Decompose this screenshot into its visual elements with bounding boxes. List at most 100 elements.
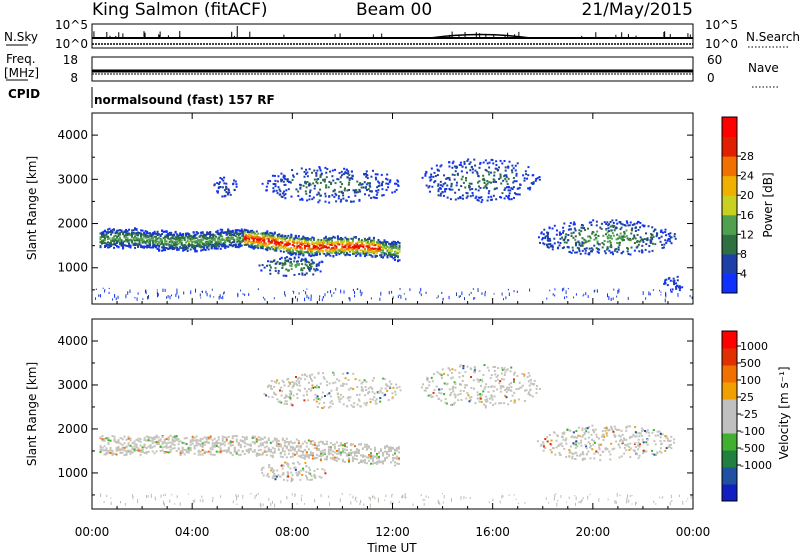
velocity-pixel bbox=[525, 389, 528, 392]
velocity-pixel bbox=[151, 450, 154, 453]
velocity-pixel bbox=[113, 452, 116, 455]
velocity-pixel bbox=[587, 450, 590, 453]
power-pixel bbox=[515, 180, 518, 183]
velocity-pixel bbox=[457, 399, 460, 402]
velocity-pixel bbox=[221, 435, 224, 438]
power-pixel bbox=[605, 223, 608, 226]
power-pixel bbox=[155, 241, 158, 244]
power-pixel bbox=[389, 253, 392, 256]
velocity-pixel bbox=[443, 382, 446, 385]
velocity-pixel bbox=[383, 378, 386, 381]
power-pixel bbox=[297, 194, 300, 197]
velocity-pixel bbox=[195, 435, 198, 438]
power-pixel bbox=[252, 232, 255, 235]
power-pixel bbox=[474, 164, 477, 167]
power-pixel bbox=[398, 244, 401, 247]
velocity-pixel bbox=[280, 386, 283, 389]
power-pixel bbox=[306, 180, 309, 183]
power-pixel bbox=[285, 241, 288, 244]
velocity-pixel bbox=[497, 374, 500, 377]
power-pixel bbox=[162, 246, 165, 249]
power-pixel bbox=[165, 240, 168, 243]
power-pixel bbox=[252, 231, 255, 234]
power-pixel bbox=[459, 164, 462, 167]
power-pixel bbox=[284, 259, 287, 262]
velocity-pixel bbox=[509, 370, 512, 373]
power-pixel bbox=[476, 198, 479, 201]
power-pixel bbox=[333, 248, 336, 251]
power-pixel bbox=[200, 234, 203, 237]
power-pixel bbox=[260, 243, 263, 246]
velocity-pixel bbox=[221, 439, 224, 442]
velocity-pixel bbox=[449, 393, 452, 396]
power-pixel bbox=[669, 279, 672, 282]
power-pixel bbox=[361, 183, 364, 186]
power-noise bbox=[472, 288, 474, 290]
power-noise bbox=[137, 292, 139, 295]
power-pixel bbox=[297, 253, 300, 256]
power-pixel bbox=[224, 194, 227, 197]
power-noise bbox=[399, 287, 401, 290]
power-pixel bbox=[486, 180, 489, 183]
power-pixel bbox=[309, 250, 312, 253]
power-pixel bbox=[551, 248, 554, 251]
velocity-pixel bbox=[287, 441, 290, 444]
power-pixel bbox=[362, 240, 365, 243]
power-pixel bbox=[362, 252, 365, 255]
power-pixel bbox=[281, 266, 284, 269]
velocity-pixel bbox=[538, 387, 541, 390]
power-pixel bbox=[549, 239, 552, 242]
power-pixel bbox=[628, 224, 631, 227]
power-pixel bbox=[281, 264, 284, 267]
power-pixel bbox=[243, 232, 246, 235]
power-pixel bbox=[578, 243, 581, 246]
power-noise bbox=[596, 289, 598, 293]
power-pixel bbox=[375, 189, 378, 192]
power-pixel bbox=[605, 228, 608, 231]
velocity-pixel bbox=[379, 390, 382, 393]
velocity-pixel bbox=[381, 460, 384, 463]
power-pixel bbox=[228, 241, 231, 244]
power-pixel bbox=[209, 230, 212, 233]
velocity-pixel bbox=[281, 456, 284, 459]
power-pixel bbox=[159, 234, 162, 237]
power-pixel bbox=[113, 243, 116, 246]
power-pixel bbox=[530, 182, 533, 185]
velocity-pixel bbox=[298, 376, 301, 379]
power-pixel bbox=[122, 242, 125, 245]
velocity-pixel bbox=[484, 399, 487, 402]
velocity-pixel bbox=[235, 452, 238, 455]
power-pixel bbox=[394, 253, 397, 256]
velocity-pixel bbox=[183, 442, 186, 445]
power-pixel bbox=[255, 230, 258, 233]
power-noise bbox=[170, 294, 172, 297]
power-pixel bbox=[606, 231, 609, 234]
power-pixel bbox=[101, 231, 104, 234]
power-pixel bbox=[620, 222, 623, 225]
power-noise bbox=[458, 295, 460, 298]
power-pixel bbox=[603, 239, 606, 242]
velocity-pixel bbox=[465, 384, 468, 387]
power-pixel bbox=[356, 253, 359, 256]
power-pixel bbox=[360, 244, 363, 247]
power-pixel bbox=[123, 231, 126, 234]
power-pixel bbox=[188, 233, 191, 236]
power-pixel bbox=[469, 161, 472, 164]
velocity-pixel bbox=[183, 453, 186, 456]
power-pixel bbox=[215, 230, 218, 233]
velocity-pixel bbox=[361, 447, 364, 450]
power-pixel bbox=[394, 246, 397, 249]
power-pixel bbox=[427, 186, 430, 189]
velocity-pixel bbox=[481, 393, 484, 396]
power-pixel bbox=[484, 185, 487, 188]
power-pixel bbox=[275, 240, 278, 243]
power-pixel bbox=[664, 239, 667, 242]
power-pixel bbox=[314, 248, 317, 251]
power-pixel bbox=[346, 189, 349, 192]
velocity-pixel bbox=[201, 437, 204, 440]
power-pixel bbox=[341, 243, 344, 246]
velocity-pixel bbox=[227, 446, 230, 449]
velocity-pixel bbox=[173, 444, 176, 447]
power-pixel bbox=[353, 236, 356, 239]
velocity-pixel bbox=[129, 451, 132, 454]
